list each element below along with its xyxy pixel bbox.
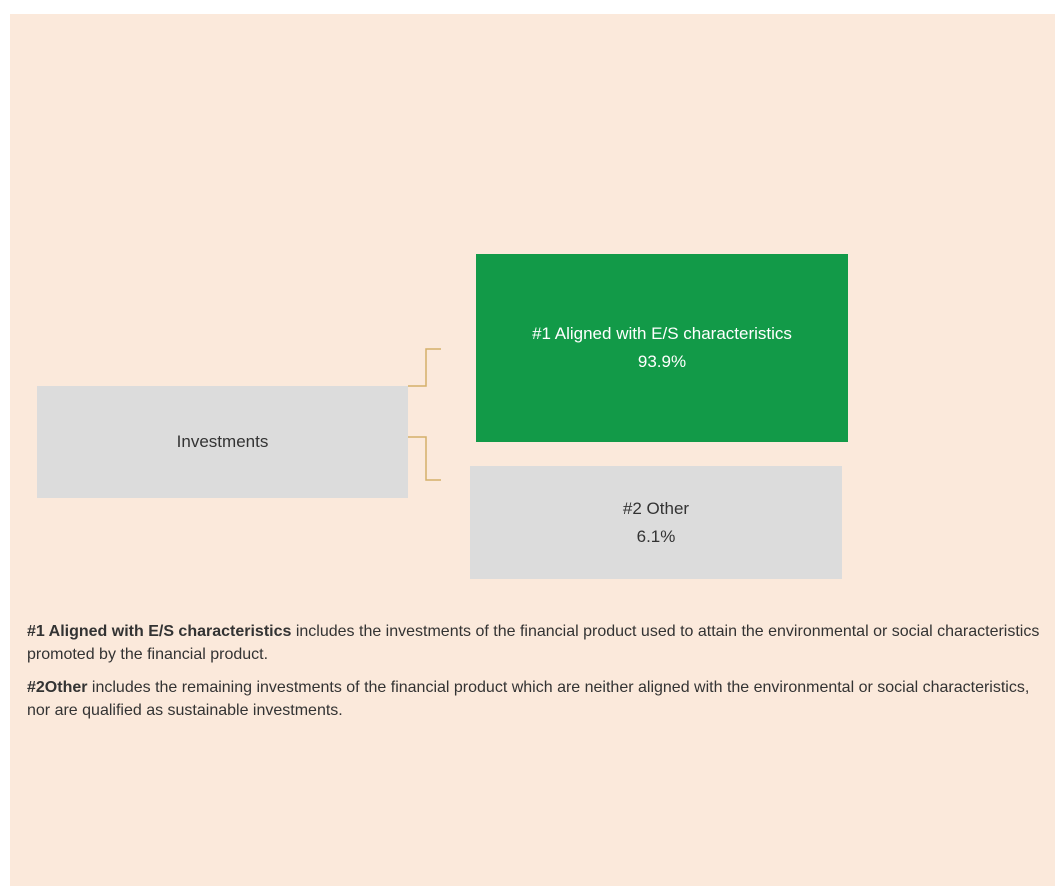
other-node: #2 Other 6.1% (470, 466, 842, 579)
note-term: #2Other (27, 679, 88, 696)
connector (408, 348, 441, 387)
note: #1 Aligned with E/S characteristics incl… (27, 620, 1042, 666)
aligned-node: #1 Aligned with E/S characteristics 93.9… (476, 254, 848, 442)
node-label: Investments (176, 432, 269, 451)
note-text: includes the investments of the financia… (27, 623, 1040, 663)
node-share: 93.9% (637, 352, 687, 371)
node-label: #1 Aligned with E/S characteristics (532, 324, 792, 343)
node-label: #2 Other (622, 498, 690, 518)
root-node: Investments (37, 386, 408, 498)
note-text: includes the remaining investments of th… (27, 679, 1030, 719)
connector (408, 436, 441, 481)
node-share: 6.1% (636, 526, 676, 546)
note: #2Other includes the remaining investmen… (27, 676, 1042, 722)
note-term: #1 Aligned with E/S characteristics (27, 623, 292, 640)
notes: #1 Aligned with E/S characteristics incl… (27, 620, 1042, 732)
